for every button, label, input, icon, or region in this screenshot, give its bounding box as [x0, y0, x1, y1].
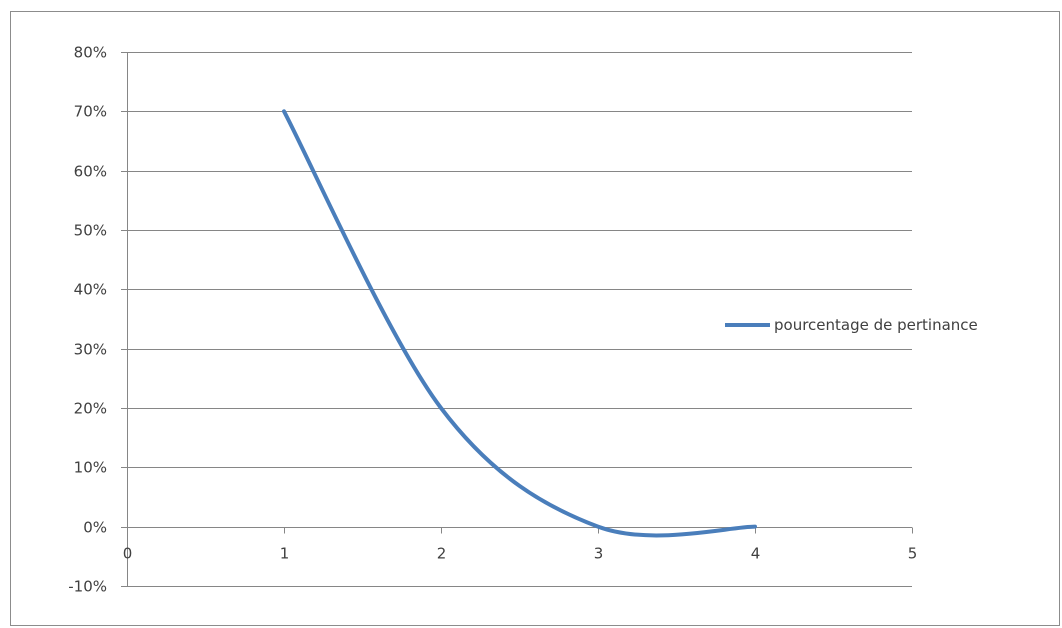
series-layer — [282, 109, 757, 538]
axis-layer: 80% 70% 60% 50% 40% 30% 20% 10% 0% -10% 0 1 2 3 4 5 — [68, 44, 917, 596]
y-tick-label: 80% — [74, 44, 107, 62]
y-tick-label: 0% — [83, 519, 107, 537]
x-tick-label: 2 — [437, 545, 447, 563]
legend-label: pourcentage de pertinance — [774, 316, 978, 334]
x-tick-label: 3 — [594, 545, 604, 563]
y-tick-label: 20% — [74, 400, 107, 418]
x-tick-label: 4 — [751, 545, 761, 563]
y-tick-label: 50% — [74, 222, 107, 240]
y-tick-label: -10% — [68, 578, 107, 596]
legend: pourcentage de pertinance — [725, 316, 978, 334]
y-tick-label: 40% — [74, 281, 107, 299]
y-tick-label: 70% — [74, 103, 107, 121]
y-tick-label: 30% — [74, 341, 107, 359]
x-tick-label: 1 — [280, 545, 290, 563]
x-tick-label: 5 — [908, 545, 918, 563]
chart-frame — [10, 11, 1060, 626]
y-tick-label: 60% — [74, 163, 107, 181]
x-tick-label: 0 — [123, 545, 133, 563]
series-line — [282, 109, 757, 538]
y-tick-label: 10% — [74, 459, 107, 477]
